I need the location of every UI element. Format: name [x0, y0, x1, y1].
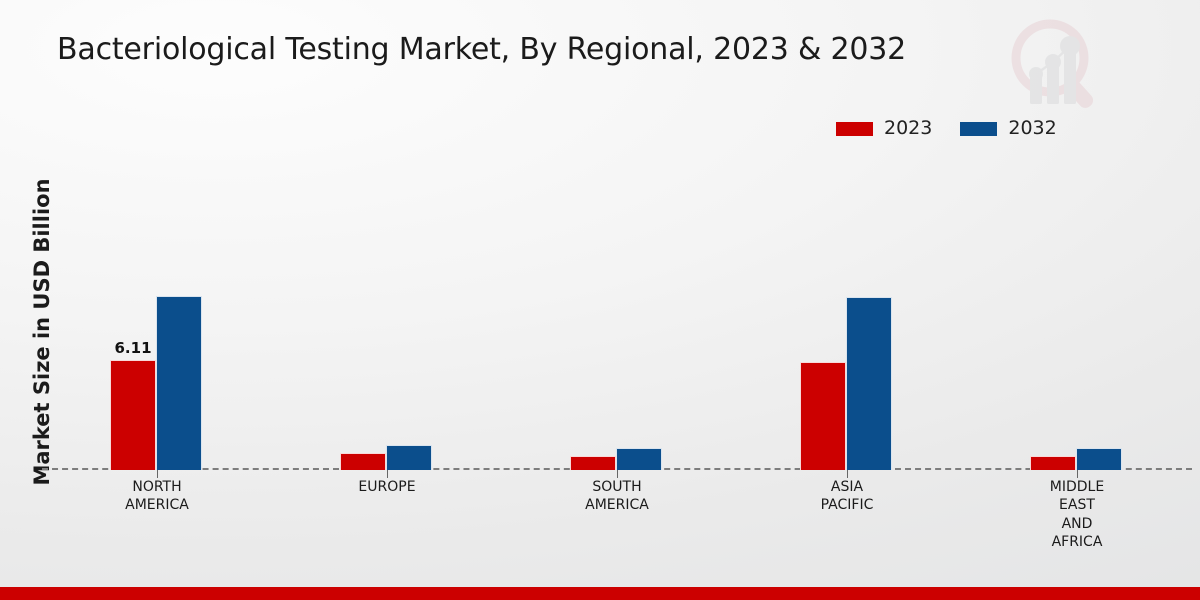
x-axis-tick-europe [387, 470, 388, 478]
bar-2023-middle-east-and-africa[interactable] [1030, 456, 1076, 470]
bar-2032-south-america[interactable] [616, 448, 662, 470]
bar-2032-north-america[interactable] [156, 296, 202, 470]
bar-value-2023-north-america: 6.11 [114, 339, 152, 357]
bar-2032-middle-east-and-africa[interactable] [1076, 448, 1122, 470]
plot-area: 6.11 NORTH AMERICA EUROPE [42, 160, 1192, 550]
bar-2032-europe[interactable] [386, 445, 432, 470]
watermark-logo-icon [1000, 12, 1108, 114]
legend-item-2023[interactable]: 2023 [836, 119, 932, 138]
legend-swatch-2023 [836, 121, 873, 136]
bar-2023-north-america[interactable]: 6.11 [110, 339, 156, 470]
bar-group-middle-east-and-africa: MIDDLE EAST AND AFRICA [962, 160, 1192, 550]
bar-group-south-america: SOUTH AMERICA [502, 160, 732, 513]
x-axis-label-north-america: NORTH AMERICA [125, 479, 189, 514]
legend-label-2023: 2023 [884, 117, 933, 139]
bar-2023-europe[interactable] [340, 453, 386, 470]
bar-2032-asia-pacific[interactable] [846, 297, 892, 470]
bar-group-north-america: 6.11 NORTH AMERICA [42, 160, 272, 513]
x-axis-label-asia-pacific: ASIA PACIFIC [820, 479, 874, 514]
bar-2023-south-america[interactable] [570, 456, 616, 470]
bar-group-europe: EUROPE [272, 160, 502, 495]
x-axis-label-europe: EUROPE [358, 479, 416, 495]
legend-label-2032: 2032 [1008, 117, 1057, 139]
x-axis-label-south-america: SOUTH AMERICA [585, 479, 649, 514]
legend-swatch-2032 [960, 121, 998, 136]
chart-title: Bacteriological Testing Market, By Regio… [57, 32, 907, 67]
x-axis-tick-asia-pacific [847, 470, 848, 478]
x-axis-tick-north-america [157, 470, 158, 478]
x-axis-tick-south-america [617, 470, 618, 478]
x-axis-tick-middle-east-and-africa [1077, 470, 1078, 478]
x-axis-label-middle-east-and-africa: MIDDLE EAST AND AFRICA [1049, 479, 1105, 551]
bottom-accent-band [0, 587, 1200, 600]
bar-2023-asia-pacific[interactable] [800, 362, 846, 470]
chart-legend: 2023 2032 [836, 119, 1057, 138]
legend-item-2032[interactable]: 2032 [960, 117, 1057, 139]
bar-group-asia-pacific: ASIA PACIFIC [732, 160, 962, 513]
